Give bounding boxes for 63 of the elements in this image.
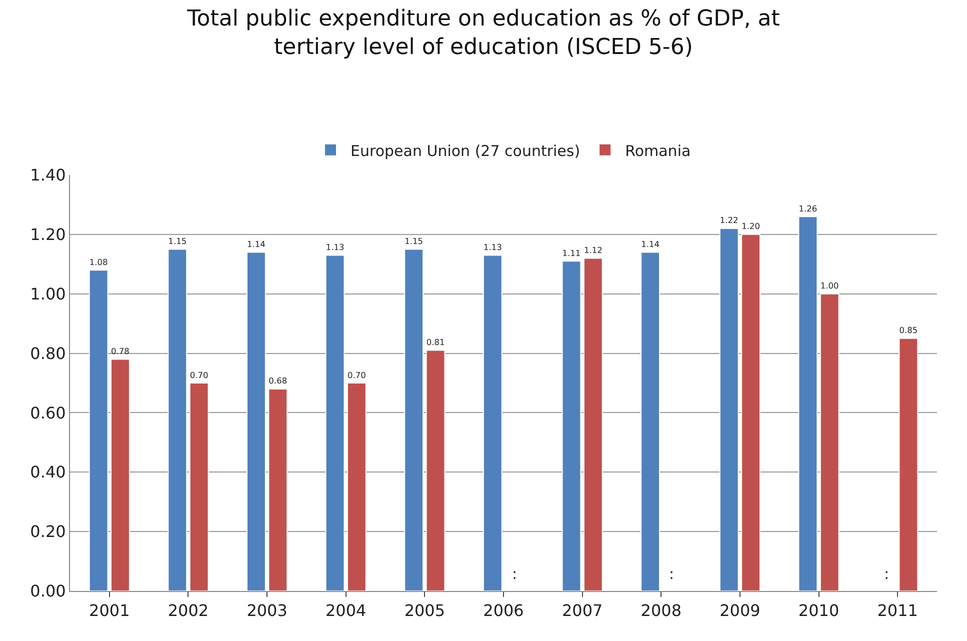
y-tick-label: 0.00 — [30, 582, 66, 601]
data-label: 1.26 — [798, 203, 818, 214]
x-tick-label: 2005 — [404, 601, 446, 620]
x-tick-label: 2002 — [168, 601, 209, 620]
bar — [482, 254, 502, 591]
y-tick-label: 0.40 — [30, 462, 66, 482]
bar — [640, 252, 660, 591]
bar — [189, 382, 209, 591]
data-label: 1.14 — [641, 239, 660, 250]
x-tick-label: 2008 — [640, 601, 682, 620]
bar — [268, 388, 288, 591]
bar — [820, 293, 840, 591]
x-tick-label: 2003 — [246, 601, 288, 620]
x-tick-label: 2011 — [877, 601, 918, 620]
y-tick-label: 1.20 — [30, 225, 66, 244]
bar — [898, 338, 918, 591]
bar — [741, 234, 760, 591]
data-label: 1.08 — [89, 256, 108, 267]
data-label: 1.15 — [168, 236, 187, 246]
data-label: 0.85 — [899, 325, 918, 336]
data-label: 1.15 — [404, 236, 424, 246]
bar — [325, 254, 345, 591]
y-tick-label: 0.80 — [30, 344, 66, 363]
bar — [719, 228, 739, 591]
x-tick-label: 2006 — [483, 601, 524, 620]
bar — [88, 270, 108, 591]
data-label: 0.78 — [111, 346, 130, 356]
text: : — [884, 565, 890, 583]
chart-title: Total public expenditure on education as % of GDP, at tertiary level of education (ISCED 5-6) — [186, 6, 780, 60]
bar — [583, 258, 603, 591]
bar — [798, 216, 818, 591]
data-label: 1.20 — [742, 221, 760, 232]
x-tick-label: 2001 — [89, 601, 130, 620]
data-label: 0.70 — [347, 370, 366, 380]
bar — [562, 260, 582, 591]
x-tick-label: 2004 — [326, 601, 366, 620]
bar — [404, 248, 424, 591]
x-tick-label: 2007 — [562, 601, 603, 620]
data-label: 0.81 — [426, 337, 445, 348]
y-tick-label: 0.20 — [30, 522, 66, 542]
data-label: 1.12 — [584, 244, 602, 255]
legend-label: European Union (27 countries) — [350, 142, 580, 160]
text: : — [669, 565, 674, 583]
data-label: 0.68 — [268, 376, 288, 386]
bar — [110, 358, 130, 591]
data-label: 1.13 — [326, 242, 344, 252]
x-tick-label: 2010 — [798, 601, 840, 620]
bar — [426, 350, 446, 591]
data-label: 1.22 — [720, 215, 738, 226]
data-label: 0.70 — [190, 370, 208, 380]
x-tick-label: 2009 — [720, 601, 760, 620]
bar — [346, 382, 366, 591]
y-tick-label: 0.60 — [30, 403, 66, 422]
y-tick-label: 1.00 — [30, 284, 66, 304]
data-label: 1.14 — [247, 239, 266, 250]
data-label: 1.11 — [562, 248, 581, 258]
bar — [168, 248, 188, 591]
legend-label: Romania — [625, 142, 691, 160]
bar — [246, 252, 266, 591]
data-label: 1.13 — [483, 242, 502, 252]
text: : — [512, 565, 518, 583]
y-tick-label: 1.40 — [30, 166, 66, 185]
data-label: 1.00 — [820, 280, 839, 291]
